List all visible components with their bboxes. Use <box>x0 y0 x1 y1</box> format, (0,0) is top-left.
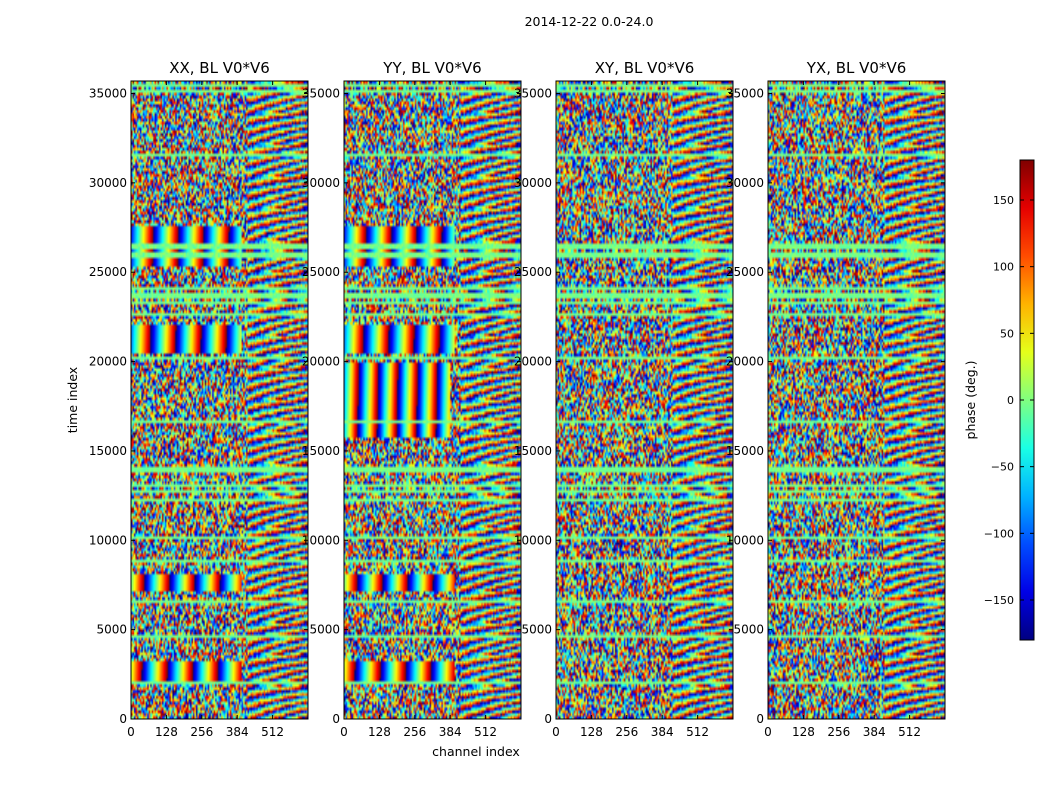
panel-title: YY, BL V0*V6 <box>382 59 481 77</box>
x-tick-label: 512 <box>686 725 709 739</box>
colorbar: 150 100 50 0 −50 −100 −150 <box>984 159 1035 641</box>
y-tick-label: 10000 <box>726 533 764 547</box>
colorbar-tick-label: −100 <box>984 527 1014 540</box>
y-tick-label: 30000 <box>302 176 340 190</box>
y-tick-label: 0 <box>756 712 764 726</box>
y-tick-label: 25000 <box>89 265 127 279</box>
phase-heatmap-image <box>556 81 733 719</box>
panel-frame <box>555 80 734 720</box>
y-axis-label: time index <box>65 367 80 433</box>
colorbar-tick-label: −50 <box>991 461 1014 474</box>
y-tick-label: 15000 <box>726 444 764 458</box>
panel-title: XX, BL V0*V6 <box>169 59 270 77</box>
y-tick-label: 15000 <box>514 444 552 458</box>
panels-group: XX, BL V0*V6 0 128 256 384 512 0 5000 10000 15000… <box>89 59 946 739</box>
x-tick-label: 384 <box>226 725 249 739</box>
x-tick-label: 512 <box>261 725 284 739</box>
panel-frame <box>130 80 309 720</box>
y-tick-label: 20000 <box>726 355 764 369</box>
y-tick-label: 35000 <box>89 87 127 101</box>
y-tick-label: 15000 <box>302 444 340 458</box>
phase-heatmap-image <box>131 81 308 719</box>
x-tick-label: 256 <box>827 725 850 739</box>
panel-3: XY, BL V0*V6 0 128 256 384 512 0 5000 10000 15000… <box>514 59 734 739</box>
x-tick-label: 256 <box>615 725 638 739</box>
y-tick-label: 30000 <box>89 176 127 190</box>
y-tick-label: 25000 <box>726 265 764 279</box>
y-tick-label: 35000 <box>726 87 764 101</box>
x-tick-label: 384 <box>651 725 674 739</box>
x-tick-label: 0 <box>340 725 348 739</box>
y-tick-label: 5000 <box>309 623 340 637</box>
colorbar-label: phase (deg.) <box>963 361 978 440</box>
x-axis-label: channel index <box>432 744 520 759</box>
y-tick-label: 25000 <box>514 265 552 279</box>
x-tick-label: 128 <box>368 725 391 739</box>
x-tick-label: 128 <box>580 725 603 739</box>
x-tick-label: 0 <box>764 725 772 739</box>
panel-frame <box>767 80 946 720</box>
x-tick-label: 512 <box>474 725 497 739</box>
y-tick-label: 15000 <box>89 444 127 458</box>
phase-heatmap-image <box>768 81 945 719</box>
y-tick-label: 5000 <box>521 623 552 637</box>
colorbar-tick-label: 100 <box>993 261 1014 274</box>
colorbar-tick-label: 150 <box>993 194 1014 207</box>
panel-1: XX, BL V0*V6 0 128 256 384 512 0 5000 10000 15000… <box>89 59 309 739</box>
colorbar-tick-label: 0 <box>1007 394 1014 407</box>
panel-4: YX, BL V0*V6 0 128 256 384 512 0 5000 10000 15000… <box>726 59 946 739</box>
y-tick-label: 10000 <box>89 533 127 547</box>
panel-2: YY, BL V0*V6 0 128 256 384 512 0 5000 10000 15000… <box>302 59 522 739</box>
x-tick-label: 384 <box>863 725 886 739</box>
y-tick-label: 10000 <box>514 533 552 547</box>
x-tick-label: 256 <box>190 725 213 739</box>
x-tick-label: 384 <box>439 725 462 739</box>
y-tick-label: 35000 <box>302 87 340 101</box>
y-tick-label: 20000 <box>514 355 552 369</box>
y-tick-label: 0 <box>544 712 552 726</box>
x-tick-label: 0 <box>127 725 135 739</box>
y-tick-label: 5000 <box>733 623 764 637</box>
panel-title: YX, BL V0*V6 <box>806 59 907 77</box>
y-tick-label: 30000 <box>726 176 764 190</box>
y-tick-label: 10000 <box>302 533 340 547</box>
x-tick-label: 512 <box>898 725 921 739</box>
y-tick-label: 0 <box>332 712 340 726</box>
phase-heatmap-image <box>344 81 521 719</box>
panel-frame <box>343 80 522 720</box>
figure-suptitle: 2014-12-22 0.0-24.0 <box>525 14 654 29</box>
x-tick-label: 128 <box>792 725 815 739</box>
y-tick-label: 5000 <box>96 623 127 637</box>
x-tick-label: 0 <box>552 725 560 739</box>
y-tick-label: 0 <box>119 712 127 726</box>
colorbar-tick-label: −150 <box>984 594 1014 607</box>
y-tick-label: 20000 <box>302 355 340 369</box>
x-tick-label: 128 <box>155 725 178 739</box>
x-tick-label: 256 <box>403 725 426 739</box>
y-tick-label: 30000 <box>514 176 552 190</box>
y-tick-label: 20000 <box>89 355 127 369</box>
y-tick-label: 35000 <box>514 87 552 101</box>
colorbar-tick-label: 50 <box>1000 327 1014 340</box>
panel-title: XY, BL V0*V6 <box>595 59 695 77</box>
y-tick-label: 25000 <box>302 265 340 279</box>
